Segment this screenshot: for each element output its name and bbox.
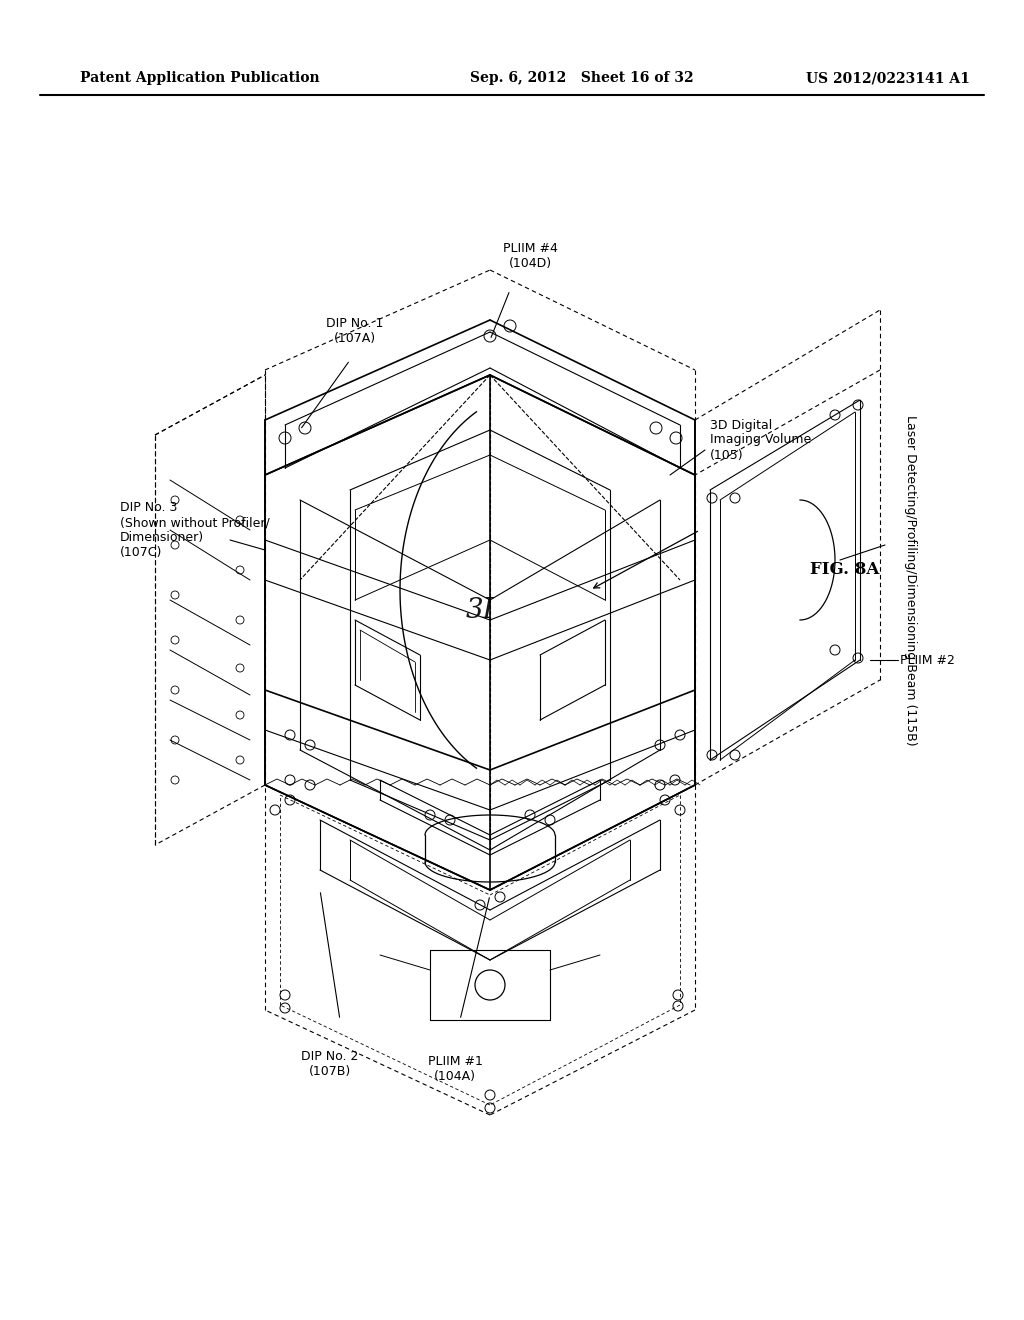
Text: PLIIM #1
(104A): PLIIM #1 (104A): [428, 1055, 482, 1082]
Text: 3I: 3I: [466, 597, 495, 623]
Text: FIG. 8A: FIG. 8A: [810, 561, 880, 578]
Text: 3D Digital
Imaging Volume
(105): 3D Digital Imaging Volume (105): [710, 418, 811, 462]
Text: DIP No. 2
(107B): DIP No. 2 (107B): [301, 1049, 358, 1078]
Text: PLIIM #4
(104D): PLIIM #4 (104D): [503, 242, 557, 271]
Text: DIP No. 3
(Shown without Profiler/
Dimensioner)
(107C): DIP No. 3 (Shown without Profiler/ Dimen…: [120, 502, 269, 558]
Text: Sep. 6, 2012   Sheet 16 of 32: Sep. 6, 2012 Sheet 16 of 32: [470, 71, 693, 84]
Text: US 2012/0223141 A1: US 2012/0223141 A1: [806, 71, 970, 84]
Text: PLIIM #2: PLIIM #2: [900, 653, 954, 667]
Text: Patent Application Publication: Patent Application Publication: [80, 71, 319, 84]
Text: Laser Detecting/Profiling/Dimensioning Beam (115B): Laser Detecting/Profiling/Dimensioning B…: [903, 414, 916, 746]
Text: DIP No. 1
(107A): DIP No. 1 (107A): [327, 317, 384, 345]
